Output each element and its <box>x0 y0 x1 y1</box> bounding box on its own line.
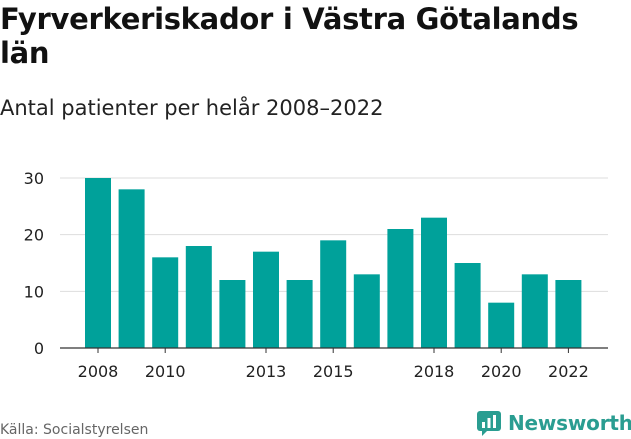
x-tick-label-2015: 2015 <box>313 362 354 381</box>
bar-2016 <box>353 274 380 348</box>
newsworthy-logo: Newsworthy <box>476 410 631 436</box>
bar-2022 <box>555 280 582 348</box>
bar-2014 <box>286 280 313 348</box>
newsworthy-icon <box>477 411 501 436</box>
bar-2008 <box>85 178 111 348</box>
source-note: Källa: Socialstyrelsen <box>0 422 149 438</box>
bar-2013 <box>253 251 279 348</box>
x-tick-label-2008: 2008 <box>78 362 119 381</box>
x-tick-label-2018: 2018 <box>414 362 455 381</box>
y-tick-label-30: 30 <box>24 169 44 188</box>
bar-2020 <box>488 302 515 348</box>
brand-name: Newsworthy <box>508 411 631 435</box>
bar-2009 <box>118 189 145 348</box>
chart-title: Fyrverkeriskador i Västra Götalands län <box>0 2 579 70</box>
x-tick-label-2022: 2022 <box>548 362 589 381</box>
y-tick-label-0: 0 <box>34 339 44 358</box>
bar-2015 <box>320 240 347 348</box>
bar-chart: 0 10 20 30 2008 2010 2013 2015 2018 2020 2022 <box>24 169 608 381</box>
bar-2019 <box>454 263 481 348</box>
bar-2012 <box>219 280 246 348</box>
bar-2018 <box>421 217 447 348</box>
y-tick-label-10: 10 <box>24 282 44 301</box>
y-tick-label-20: 20 <box>24 226 44 245</box>
bar-2011 <box>185 246 212 348</box>
chart-subtitle: Antal patienter per helår 2008–2022 <box>0 96 384 120</box>
bar-2021 <box>521 274 548 348</box>
x-tick-label-2020: 2020 <box>481 362 522 381</box>
x-tick-label-2013: 2013 <box>246 362 287 381</box>
x-tick-label-2010: 2010 <box>145 362 186 381</box>
bar-2010 <box>152 257 179 348</box>
bar-2017 <box>387 229 414 348</box>
